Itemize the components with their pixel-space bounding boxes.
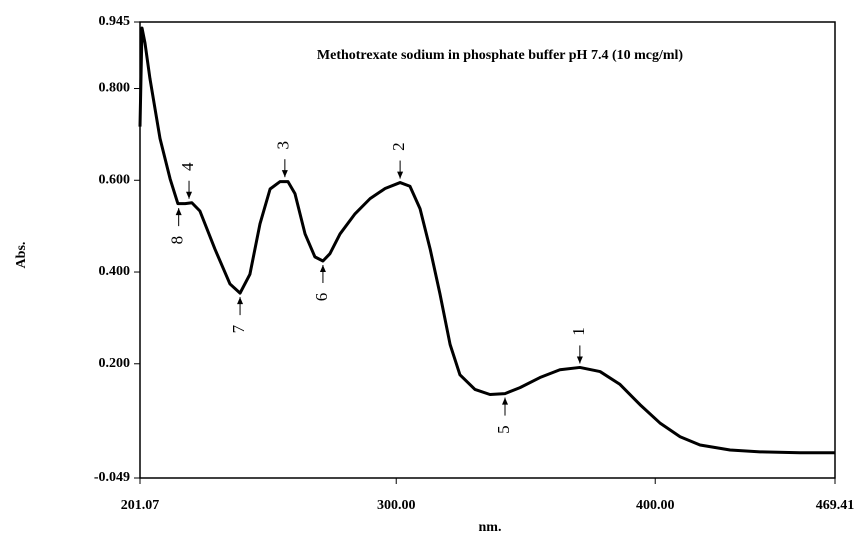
x-tick-label: 400.00 [636,498,675,513]
y-tick-label: 0.800 [99,81,131,96]
peak-label: 4 [178,162,197,171]
peak-arrowhead [237,297,244,305]
y-axis-label: Abs. [14,242,29,269]
peak-label: 6 [312,293,331,302]
peak-label: 2 [389,142,408,151]
peak-label: 8 [168,236,187,245]
peak-label: 7 [229,324,248,333]
x-axis-label: nm. [479,520,502,535]
peak-arrowhead [175,208,182,216]
y-tick-label: 0.200 [99,356,131,371]
peak-label: 1 [569,327,588,336]
peak-arrowhead [186,191,193,199]
peak-arrowhead [502,397,509,405]
x-tick-label: 201.07 [121,498,160,513]
peak-arrowhead [576,356,583,364]
y-tick-label: 0.600 [99,172,131,187]
peak-arrowhead [281,170,288,178]
chart-title: Methotrexate sodium in phosphate buffer … [317,48,684,63]
y-tick-label: 0.400 [99,264,131,279]
peak-arrowhead [397,171,404,179]
x-tick-label: 300.00 [377,498,416,513]
x-tick-label: 469.41 [816,498,855,513]
peak-label: 5 [494,425,513,434]
plot-frame [139,21,836,479]
y-tick-label: 0.945 [99,14,131,29]
y-tick-label: -0.049 [94,470,130,485]
peak-label: 3 [274,141,293,150]
peak-arrowhead [319,265,326,273]
spectrum-line [138,26,835,455]
